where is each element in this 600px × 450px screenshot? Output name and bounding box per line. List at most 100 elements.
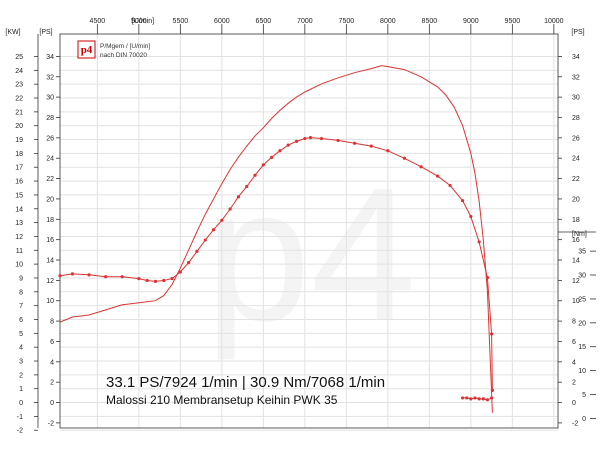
- kw-tick-label: 8: [19, 289, 23, 296]
- data-point: [336, 138, 340, 143]
- annotation-sub: Malossi 210 Membransetup Keihin PWK 35: [106, 393, 338, 407]
- kw-tick-label: 3: [19, 359, 23, 366]
- ps-tick-label-right: 2: [572, 380, 576, 387]
- ps-tick-label-left: 28: [46, 115, 54, 122]
- x-tick-label: 6000: [214, 18, 230, 25]
- data-point: [485, 398, 490, 402]
- x-tick-label: 5500: [173, 18, 189, 25]
- legend-line-2: nach DIN 70020: [100, 52, 147, 59]
- ps-tick-label-right: 30: [572, 95, 580, 102]
- ps-tick-label-right: 34: [572, 54, 580, 61]
- ps-tick-label-right: 16: [572, 237, 580, 244]
- kw-tick-label: 22: [15, 96, 23, 103]
- x-tick-label: 5000: [131, 18, 147, 25]
- data-point: [286, 143, 290, 147]
- logo-text: p4: [81, 44, 93, 56]
- ps-tick-label-left: -2: [48, 420, 54, 427]
- data-point: [419, 165, 423, 169]
- x-tick-label: 7500: [339, 18, 355, 25]
- ps-tick-label-left: 10: [46, 298, 54, 305]
- nm-tick-label: 35: [578, 249, 586, 256]
- nm-tick-label: 5: [582, 392, 586, 399]
- ps-tick-label-left: 8: [50, 319, 54, 326]
- ps-tick-label-right: 26: [572, 135, 580, 142]
- data-point: [220, 218, 224, 222]
- nm-tick-label: 15: [578, 344, 586, 351]
- data-point: [245, 184, 249, 189]
- data-point: [386, 149, 390, 153]
- kw-tick-label: 21: [15, 109, 23, 116]
- ps-tick-label-left: 0: [50, 400, 54, 407]
- kw-tick-label: 17: [15, 165, 23, 172]
- kw-tick-label: -2: [17, 428, 23, 435]
- nm-tick-label: 25: [578, 296, 586, 303]
- kw-tick-label: 25: [15, 54, 23, 61]
- data-point: [278, 149, 282, 153]
- data-point: [308, 136, 313, 140]
- kw-tick-label: 12: [15, 234, 23, 241]
- data-point: [236, 195, 241, 199]
- data-point: [178, 270, 182, 274]
- kw-tick-label: 6: [19, 317, 23, 324]
- data-point: [87, 273, 91, 277]
- watermark-text: p4: [205, 149, 416, 361]
- data-point: [211, 228, 216, 232]
- legend-line-1: P/Mgem / [U/min]: [100, 43, 150, 50]
- ps-tick-label-left: 6: [50, 339, 54, 346]
- kw-tick-label: 11: [16, 248, 23, 255]
- data-point: [270, 155, 274, 159]
- kw-tick-label: 7: [19, 303, 23, 310]
- ps-tick-label-right: -2: [572, 420, 578, 427]
- x-tick-label: 8500: [422, 18, 438, 25]
- ps-tick-label-left: 32: [46, 74, 54, 81]
- ps-tick-label-right: 22: [572, 176, 580, 183]
- annotation-main: 33.1 PS/7924 1/min | 30.9 Nm/7068 1/min: [106, 374, 385, 391]
- data-point: [319, 136, 324, 141]
- data-point: [162, 278, 166, 283]
- series-line-ps-0: [59, 65, 493, 413]
- data-point: [485, 276, 490, 280]
- ps-tick-label-left: 34: [46, 54, 54, 61]
- data-point: [481, 397, 485, 401]
- plot-frame: [59, 33, 559, 429]
- ps-tick-label-right: 28: [572, 115, 580, 122]
- ps-tick-label-left: 22: [46, 176, 54, 183]
- data-point: [477, 397, 481, 401]
- ps-tick-label-left: 30: [46, 95, 54, 102]
- ps-unit-label-left: [PS]: [39, 29, 52, 36]
- data-point: [490, 388, 495, 393]
- kw-tick-label: 18: [15, 151, 23, 158]
- x-tick-label: 8000: [380, 18, 396, 25]
- ps-tick-label-right: 32: [572, 74, 580, 81]
- data-point: [153, 279, 158, 283]
- x-tick-label: 4500: [90, 18, 106, 25]
- ps-tick-label-right: 20: [572, 196, 580, 203]
- ps-tick-label-right: 8: [572, 319, 576, 326]
- data-point: [448, 183, 452, 188]
- data-point: [104, 275, 108, 279]
- kw-tick-label: 24: [15, 68, 23, 75]
- ps-tick-label-right: 14: [572, 258, 580, 265]
- x-tick-label: 6500: [256, 18, 272, 25]
- kw-tick-label: 15: [15, 192, 23, 199]
- ps-tick-label-right: 18: [572, 217, 580, 224]
- kw-tick-label: 2: [19, 372, 23, 379]
- x-tick-label: 9000: [463, 18, 479, 25]
- kw-tick-label: 4: [19, 345, 23, 352]
- data-point: [473, 396, 477, 400]
- ps-tick-label-left: 16: [46, 237, 54, 244]
- data-point: [477, 240, 481, 244]
- data-point: [490, 396, 494, 400]
- data-point: [195, 249, 199, 253]
- data-point: [261, 163, 265, 167]
- ps-unit-label-right: [PS]: [571, 29, 584, 36]
- data-point: [228, 207, 232, 211]
- data-point: [353, 141, 357, 145]
- kw-tick-label: 13: [15, 220, 23, 227]
- nm-tick-label: 10: [578, 368, 586, 375]
- ps-tick-label-left: 18: [46, 217, 54, 224]
- ps-tick-label-left: 4: [50, 359, 54, 366]
- kw-tick-label: 16: [15, 179, 23, 186]
- kw-unit-label: [KW]: [5, 29, 20, 36]
